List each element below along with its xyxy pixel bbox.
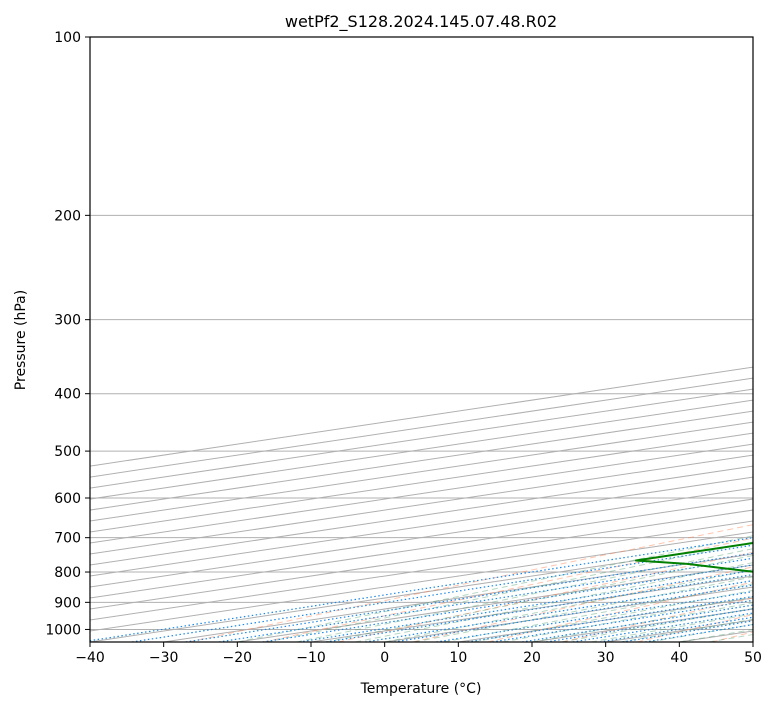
moist-adiabat-line (325, 554, 753, 642)
y-tick-label: 200 (54, 208, 81, 224)
axes-ticks: −40 −30 −20 −10 0 10 20 30 40 50 100 200 300 400 500 60… (45, 30, 762, 666)
mixing-ratio-line (492, 599, 753, 642)
x-tick-label: 0 (380, 650, 389, 666)
mixing-ratio-line (131, 544, 753, 642)
y-tick-label: 400 (54, 387, 81, 403)
x-axis-label: Temperature (°C) (360, 681, 482, 697)
x-tick-label: 10 (449, 650, 467, 666)
background-lines (90, 37, 753, 642)
y-tick-label: 300 (54, 313, 81, 329)
isotherm-line (90, 465, 753, 566)
x-tick-label: −10 (296, 650, 326, 666)
dry-adiabat-line (412, 566, 753, 642)
x-tick-label: 50 (744, 650, 762, 666)
y-tick-label: 800 (54, 565, 81, 581)
x-tick-label: 40 (670, 650, 688, 666)
isotherm-line (90, 531, 753, 632)
y-tick-label: 500 (54, 444, 81, 460)
x-tick-label: −30 (149, 650, 179, 666)
mixing-ratio-line (218, 557, 753, 642)
x-tick-label: 30 (597, 650, 615, 666)
isotherm-line (90, 454, 753, 555)
mixing-ratio-line (185, 552, 753, 642)
isotherm-line (90, 487, 753, 588)
moist-adiabat-line (296, 548, 753, 642)
isotherm-line (90, 498, 753, 599)
x-tick-label: 20 (523, 650, 541, 666)
isotherm-line (90, 443, 753, 544)
mixing-ratio-line (546, 608, 753, 642)
dry-adiabat-line (188, 524, 753, 642)
isotherm-line (90, 476, 753, 577)
chart-title: wetPf2_S128.2024.145.07.48.R02 (285, 12, 557, 32)
y-tick-label: 900 (54, 595, 81, 611)
y-tick-label: 100 (54, 30, 81, 46)
x-tick-label: −40 (75, 650, 105, 666)
mixing-ratio-line (572, 612, 753, 642)
mixing-ratio-line (522, 604, 753, 642)
moist-adiabat-line (384, 569, 753, 642)
mixing-ratio-line (467, 595, 753, 642)
y-tick-label: 600 (54, 491, 81, 507)
plot-frame (89, 36, 754, 643)
dry-adiabat-line (263, 537, 753, 642)
y-tick-label: 700 (54, 531, 81, 547)
y-axis-label: Pressure (hPa) (13, 290, 29, 390)
isotherm-line (90, 509, 753, 610)
plot-area (90, 37, 753, 642)
isotherm-line (90, 520, 753, 621)
mixing-ratio-line (90, 537, 753, 642)
y-tick-label: 1000 (45, 622, 81, 638)
x-tick-label: −20 (223, 650, 253, 666)
